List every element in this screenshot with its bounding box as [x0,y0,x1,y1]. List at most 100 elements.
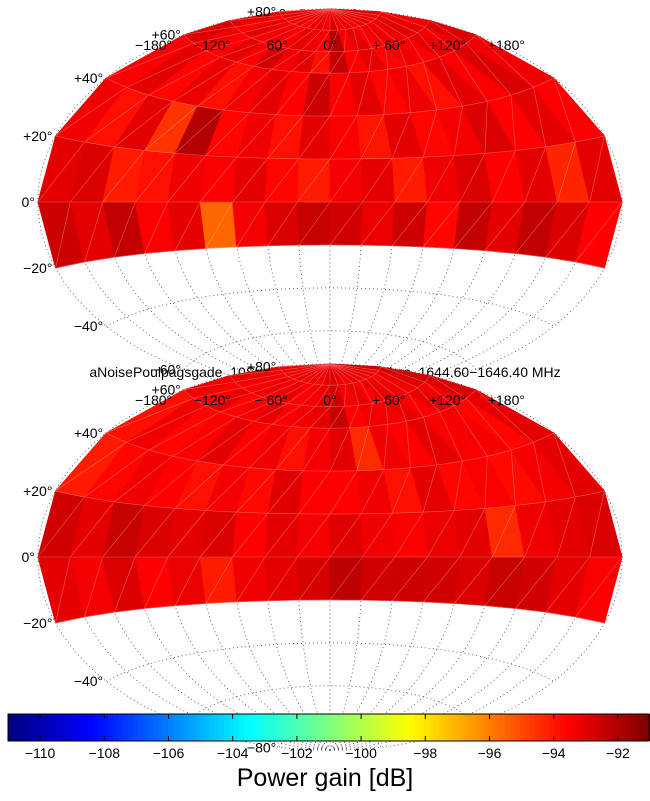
mesh-edge [362,513,393,558]
colorbar [7,713,650,742]
data-cell [199,556,238,604]
mesh-edge [439,411,463,462]
colorbar-swatch [238,714,245,741]
colorbar-swatch [223,714,230,741]
data-cell [264,556,300,602]
colorbar-swatch [38,714,44,741]
latitude-label: 0° [21,549,34,565]
colorbar-swatch [474,714,480,741]
colorbar-swatch [594,714,601,741]
colorbar-tick-label: −100 [345,745,377,761]
colorbar-swatch [58,714,64,741]
latitude-label: −80° [247,739,276,755]
colorbar-swatch [103,714,109,741]
mesh-edge [329,384,339,407]
colorbar-swatch [78,714,84,741]
mesh-edge [199,511,237,558]
mesh-edge [315,30,331,52]
mesh-edge [299,8,331,27]
mesh-edge [37,496,85,558]
mesh-edge [290,51,316,72]
mesh-edge [329,406,345,429]
mesh-edge [329,72,350,117]
colorbar-swatch [218,714,225,741]
mesh-edge [424,381,455,406]
colorbar-swatch [203,714,210,741]
mesh-edge [264,513,300,558]
mesh-edge [405,66,411,113]
mesh-edge [360,556,396,601]
mesh-edge [383,69,389,115]
colorbar-swatch [409,714,415,741]
mesh-edge [144,105,198,151]
mesh-edge [144,460,198,506]
mesh-edge [329,556,363,601]
colorbar-swatch [554,714,561,741]
colorbar-swatch [604,714,611,741]
data-cell [391,511,428,558]
colorbar-swatch [143,714,149,741]
colorbar-swatch [93,714,99,741]
mesh-edge [385,45,389,70]
colorbar-swatch [634,714,641,741]
mesh-edge [466,398,512,451]
colorbar-swatch [68,714,74,741]
colorbar-swatch [459,714,465,741]
latitude-label: +80° [247,359,276,375]
mesh-edge [366,23,386,46]
mesh-edge [271,49,302,70]
mesh-edge [288,8,331,22]
longitude-label: +120° [429,37,466,53]
mesh-edge [267,470,304,514]
colorbar-swatch [449,714,455,741]
mesh-edge [375,18,409,39]
colorbar-swatch [168,714,175,741]
colorbar-swatch [369,714,375,741]
mesh-edge [360,114,385,159]
mesh-edge [359,381,373,404]
mesh-edge [407,392,424,418]
mesh-edge [172,61,237,102]
mesh-edge [417,387,440,413]
mesh-edge [235,18,285,28]
colorbar-swatch [419,714,425,741]
mesh-edge [556,496,576,558]
mesh-edge [368,48,373,72]
mesh-edge [102,150,145,203]
mesh-edge [114,455,173,502]
mesh-edge [553,77,576,143]
mesh-edge [275,72,311,115]
colorbar-frame [7,713,650,742]
colorbar-swatch [133,714,139,741]
mesh-edge [453,106,463,156]
colorbar-swatch [268,714,275,741]
mesh-edge [70,146,115,203]
mesh-edge [397,397,407,422]
mesh-edge [515,201,558,254]
colorbar-swatch [308,714,315,741]
mesh-edge [236,469,277,513]
mesh-edge [298,470,331,515]
mesh-edge [251,378,294,394]
colorbar-swatch [163,714,169,741]
mesh-edge [453,405,488,457]
mesh-edge [344,384,347,407]
data-cell [329,8,382,16]
mesh-edge [37,141,85,203]
colorbar-tick-label: −104 [216,745,249,761]
colorbar-swatch [213,714,220,741]
mesh-edge [380,366,425,383]
latitude-label: +60° [152,27,181,43]
colorbar-swatch [13,714,19,741]
mesh-edge [199,156,237,203]
mesh-edge [383,424,389,470]
mesh-edge [329,8,339,31]
colorbar-swatch [53,714,59,741]
colorbar-swatch [614,714,621,741]
colorbar-swatch [233,714,240,741]
colorbar-swatch [339,714,345,741]
mesh-edge [55,201,71,269]
mesh-edge [515,556,558,609]
mesh-edge [329,363,346,385]
colorbar-swatch [609,714,616,741]
